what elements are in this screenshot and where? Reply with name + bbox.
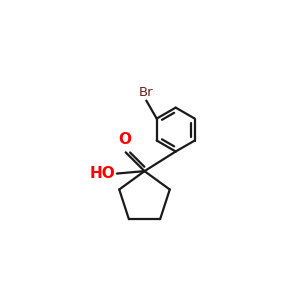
Text: O: O	[118, 132, 131, 147]
Text: HO: HO	[89, 166, 115, 181]
Text: Br: Br	[139, 86, 154, 99]
